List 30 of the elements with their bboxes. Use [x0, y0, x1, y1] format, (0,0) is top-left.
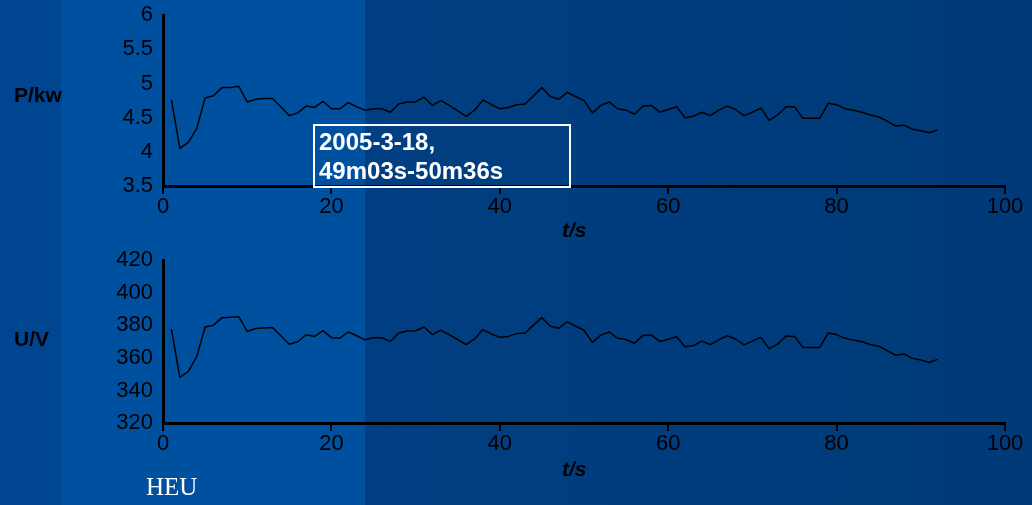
x-axis-title: t/s	[562, 457, 587, 481]
y-axis-title: P/kw	[14, 83, 62, 107]
y-tick-label: 5.5	[122, 35, 153, 61]
x-tick-label: 40	[487, 193, 513, 219]
x-tick-label: 0	[156, 193, 170, 219]
y-tick-label: 4	[140, 137, 153, 163]
x-tick-label: 80	[824, 193, 849, 219]
y-tick-label: 360	[116, 343, 153, 369]
x-tick-label: 20	[319, 193, 344, 219]
x-tick-label: 100	[986, 193, 1024, 219]
x-tick-label: 80	[824, 430, 849, 456]
x-tick-label: 20	[319, 430, 344, 456]
x-axis-title: t/s	[562, 218, 587, 242]
y-axis-title: U/V	[14, 327, 50, 351]
annotation: 2005-3-18, 49m03s-50m36s	[313, 124, 571, 188]
y-tick-label: 420	[116, 246, 153, 272]
text: HEU	[146, 473, 198, 501]
x-tick-label: 40	[487, 430, 513, 456]
x-tick-label: 0	[156, 430, 170, 456]
y-tick-label: 5	[140, 69, 153, 95]
x-tick-label: 100	[986, 430, 1024, 456]
y-tick-label: 380	[116, 311, 153, 337]
y-tick-label: 400	[116, 278, 153, 304]
y-tick-label: 4.5	[122, 103, 153, 129]
x-tick-label: 60	[655, 430, 681, 456]
x-tick-label: 60	[655, 193, 681, 219]
y-tick-label: 320	[116, 409, 153, 435]
y-tick-label: 3.5	[122, 172, 153, 198]
y-tick-label: 6	[140, 1, 153, 27]
y-tick-label: 340	[116, 376, 153, 402]
